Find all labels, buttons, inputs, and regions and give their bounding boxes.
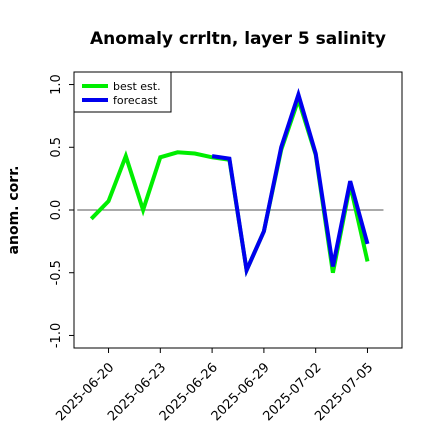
y-tick-label: 0.0 [49, 200, 64, 221]
series-line-forecast [211, 87, 370, 278]
legend-box [73, 71, 172, 113]
series-line-best-estimate [89, 93, 370, 278]
y-tick-label: -0.5 [49, 260, 64, 285]
chart-title: Anomaly crrltn, layer 5 salinity [90, 29, 386, 49]
y-tick-label: 0.5 [49, 137, 64, 158]
y-axis-label: anom. corr. [6, 166, 22, 255]
legend-entry: best est. [113, 80, 161, 93]
y-tick-label: -1.0 [49, 323, 64, 348]
y-tick-label: 1.0 [49, 74, 64, 95]
legend-entry: forecast [113, 94, 158, 107]
